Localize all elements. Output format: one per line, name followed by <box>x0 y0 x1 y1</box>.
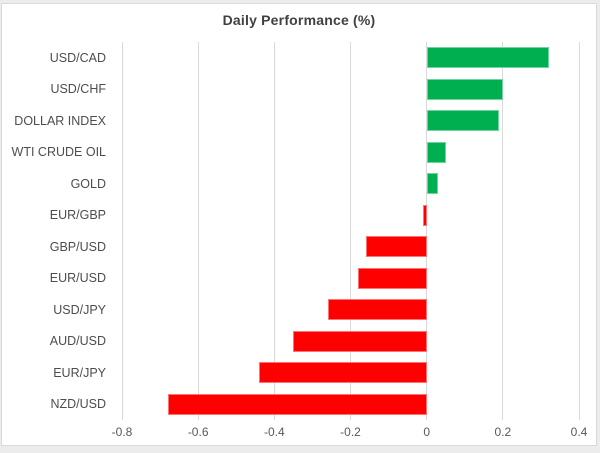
category-label-eur-jpy: EUR/JPY <box>53 365 106 380</box>
x-tick-label--0.4: -0.4 <box>263 425 285 439</box>
bar-row-aud-usd <box>122 326 579 358</box>
x-tick-label-0: 0 <box>423 425 430 439</box>
bar-row-gbp-usd <box>122 231 579 263</box>
chart-card: Daily Performance (%) USD/CAD USD/CHF DOLL… <box>1 3 597 446</box>
bar-row-nzd-usd <box>122 389 579 421</box>
gridline-0.4 <box>578 42 580 420</box>
category-label-eur-usd: EUR/USD <box>49 271 106 286</box>
gridline-0 <box>426 42 428 420</box>
value-axis: -0.8 -0.6 -0.4 -0.2 0 0.2 0.4 <box>112 425 588 441</box>
category-label-eur-gbp: EUR/GBP <box>49 208 106 223</box>
bar-row-eur-gbp <box>122 200 579 232</box>
bar-wti-crude-oil <box>426 141 446 163</box>
x-tick-label--0.6: -0.6 <box>187 425 209 439</box>
bar-usd-chf <box>426 78 503 100</box>
bar-row-eur-usd <box>122 263 579 295</box>
category-label-gold: GOLD <box>70 176 106 191</box>
x-tick-label--0.8: -0.8 <box>111 425 133 439</box>
category-label-usd-chf: USD/CHF <box>50 82 106 97</box>
bar-usd-jpy <box>327 299 427 321</box>
bar-eur-usd <box>358 267 427 289</box>
bar-row-usd-chf <box>122 74 579 106</box>
plot-area <box>121 42 580 420</box>
bar-usd-cad <box>426 47 549 69</box>
gridline--0.4 <box>273 42 275 420</box>
bar-row-usd-cad <box>122 42 579 74</box>
x-tick-label-0.2: 0.2 <box>494 425 512 439</box>
chart-title: Daily Performance (%) <box>222 12 376 28</box>
category-label-usd-cad: USD/CAD <box>49 50 106 65</box>
bar-gold <box>426 173 439 195</box>
gridline--0.6 <box>197 42 199 420</box>
bar-eur-gbp <box>422 204 427 226</box>
bar-gbp-usd <box>365 236 427 258</box>
category-label-aud-usd: AUD/USD <box>49 334 106 349</box>
bar-nzd-usd <box>167 393 427 415</box>
bar-rows <box>122 42 579 420</box>
x-tick-label-0.4: 0.4 <box>570 425 588 439</box>
bar-row-eur-jpy <box>122 357 579 389</box>
category-label-gbp-usd: GBP/USD <box>49 239 106 254</box>
category-label-dollar-index: DOLLAR INDEX <box>14 113 106 128</box>
category-label-nzd-usd: NZD/USD <box>50 397 106 412</box>
category-label-usd-jpy: USD/JPY <box>53 302 106 317</box>
bar-row-usd-jpy <box>122 294 579 326</box>
category-label-wti-crude-oil: WTI CRUDE OIL <box>11 145 106 160</box>
bar-row-wti-crude-oil <box>122 137 579 169</box>
x-tick-label--0.2: -0.2 <box>340 425 361 439</box>
bar-eur-jpy <box>259 362 427 384</box>
gridline--0.8 <box>121 42 123 420</box>
category-axis: USD/CAD USD/CHF DOLLAR INDEX WTI CRUDE OIL G… <box>2 42 106 420</box>
bar-aud-usd <box>293 330 427 352</box>
bar-row-gold <box>122 168 579 200</box>
bar-dollar-index <box>426 110 499 132</box>
bar-row-dollar-index <box>122 105 579 137</box>
gridline--0.2 <box>350 42 351 420</box>
gridline-0.2 <box>502 42 504 420</box>
